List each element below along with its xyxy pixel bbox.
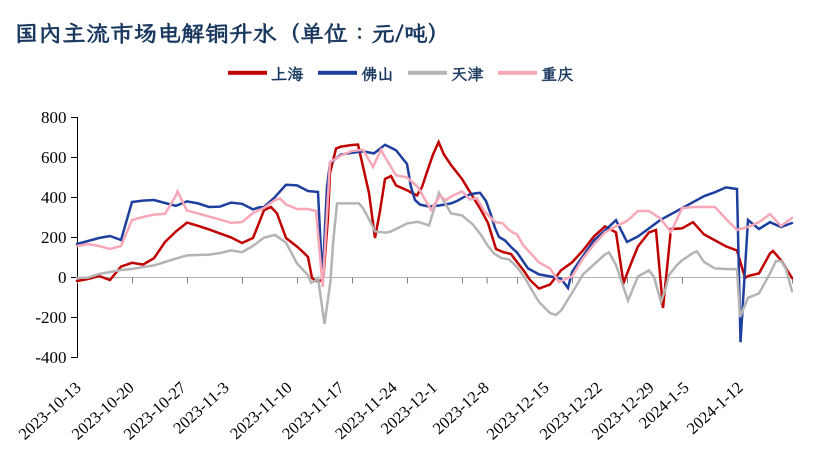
svg-text:0: 0 [58,268,67,287]
svg-text:600: 600 [41,148,67,167]
svg-text:-400: -400 [35,348,66,367]
svg-text:200: 200 [41,228,67,247]
svg-text:800: 800 [41,108,67,127]
svg-text:-200: -200 [35,308,66,327]
svg-text:400: 400 [41,188,67,207]
